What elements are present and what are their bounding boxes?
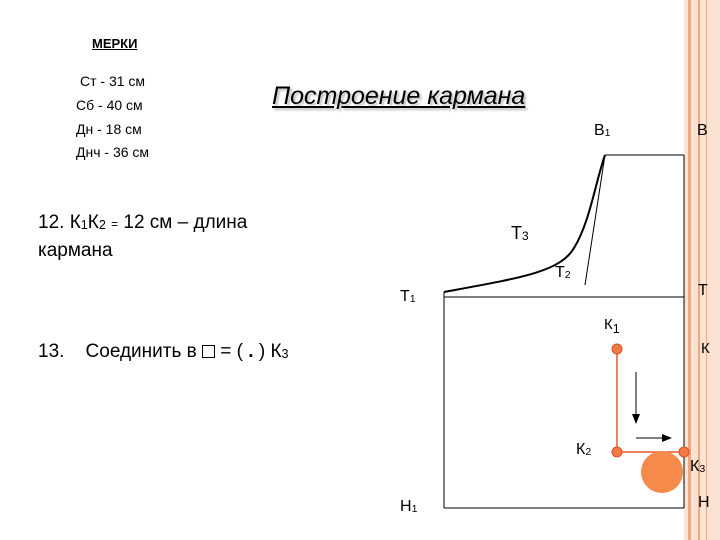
slide-title: Построение кармана: [272, 82, 526, 110]
label-t2: Т2: [555, 264, 571, 281]
side-seam-line: [584, 154, 606, 286]
step-13-after: = (: [215, 341, 249, 362]
label-b: В: [697, 122, 708, 139]
point-k1: [611, 343, 623, 355]
step-12-prefix: 12. К: [38, 212, 81, 233]
measure-item: Дн - 18 см: [76, 121, 142, 137]
label-k: К: [701, 340, 710, 357]
step-12-line2: кармана: [38, 240, 113, 261]
measures-title: МЕРКИ: [92, 36, 138, 51]
side-decoration-line: [688, 0, 691, 540]
step-13-text: 13. Соединить в = ( . ) К3: [38, 339, 289, 366]
side-decoration-line: [706, 0, 707, 540]
square-icon: [202, 345, 216, 358]
arrow-right-icon: [662, 434, 672, 442]
highlight-circle: [641, 451, 683, 493]
label-k3: К3: [690, 458, 706, 475]
point-k2: [611, 446, 623, 458]
step-12-sub: 2: [98, 218, 106, 232]
label-h: Н: [698, 494, 710, 511]
step-13-close: ) К: [253, 341, 282, 362]
curve-line: [443, 154, 606, 293]
step-12-text: 12. К1К2 = 12 см – длина: [38, 210, 247, 237]
step-13-sub: 3: [281, 347, 289, 361]
arrow-down-icon: [632, 414, 640, 424]
step-13-dot: .: [248, 341, 254, 362]
label-t: Т: [698, 282, 708, 299]
side-decoration-line: [698, 0, 700, 540]
step-13-before: 13. Соединить в: [38, 341, 203, 362]
point-k3: [678, 446, 690, 458]
step-12-mid: К: [87, 212, 99, 233]
label-t1: Т1: [400, 288, 416, 305]
measure-item: Днч - 36 см: [76, 144, 150, 160]
step-12-sub: 1: [80, 218, 88, 232]
step-12-rest: 12 см – длина: [118, 212, 248, 233]
label-k1: К1: [604, 316, 620, 336]
label-b1: В1: [594, 122, 611, 139]
label-h1: Н1: [400, 498, 418, 515]
measure-item: Сб - 40 см: [76, 97, 143, 113]
label-k2: К2: [576, 441, 592, 458]
label-t3: Т3: [511, 223, 529, 243]
step-12-equals: =: [111, 217, 119, 231]
measure-item: Ст - 31 см: [80, 73, 146, 89]
